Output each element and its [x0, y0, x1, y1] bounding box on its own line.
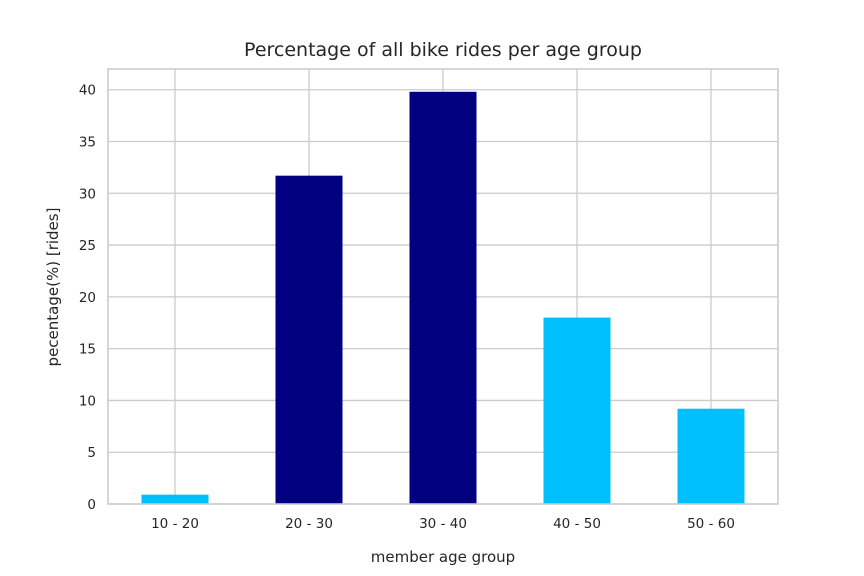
plot-frame [107, 68, 779, 505]
x-axis-ticks: 10 - 20 20 - 30 30 - 40 40 - 50 50 - 60 [151, 516, 735, 532]
x-tick-label: 10 - 20 [151, 516, 199, 532]
bar [141, 494, 209, 504]
y-axis-label: pecentage(%) [rides] [44, 208, 62, 367]
bar [409, 91, 477, 505]
y-tick-label: 30 [79, 186, 96, 202]
chart-title: Percentage of all bike rides per age gro… [244, 39, 642, 61]
bar [275, 175, 343, 504]
y-tick-label: 20 [79, 290, 96, 306]
y-tick-label: 40 [79, 83, 96, 99]
x-axis-label: member age group [371, 548, 515, 566]
y-tick-label: 35 [79, 135, 96, 151]
y-tick-label: 15 [79, 342, 96, 358]
x-tick-label: 40 - 50 [553, 516, 601, 532]
x-tick-label: 50 - 60 [687, 516, 735, 532]
y-tick-label: 5 [87, 445, 96, 461]
y-tick-label: 0 [87, 497, 96, 513]
y-axis-ticks: 0 5 10 15 20 25 30 35 40 [79, 83, 96, 513]
y-tick-label: 25 [79, 238, 96, 254]
bar [677, 408, 745, 504]
x-tick-label: 20 - 30 [285, 516, 333, 532]
x-tick-label: 30 - 40 [419, 516, 467, 532]
bar [543, 317, 611, 504]
bars [141, 91, 745, 505]
y-tick-label: 10 [79, 393, 96, 409]
